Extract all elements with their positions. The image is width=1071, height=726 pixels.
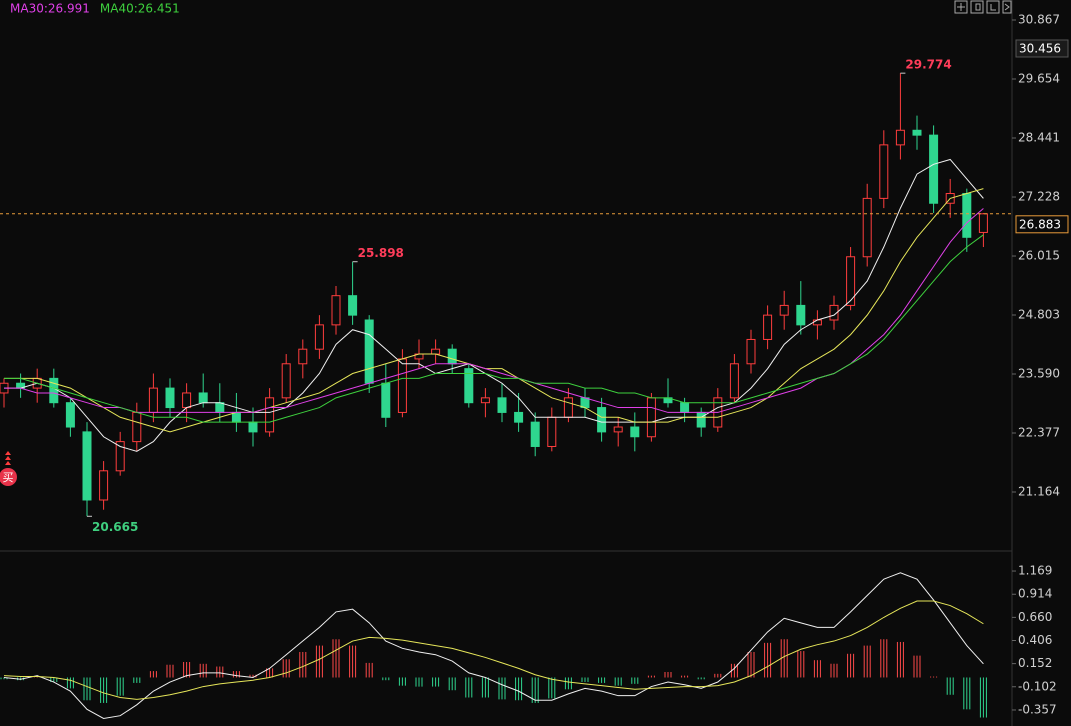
- y-tick-label: 0.660: [1018, 610, 1052, 624]
- candle-body: [630, 426, 640, 438]
- candle-body: [298, 348, 308, 365]
- candle-body: [99, 470, 109, 501]
- candle-body: [165, 387, 175, 409]
- candle-body: [796, 304, 806, 326]
- candle-body: [597, 407, 607, 433]
- candle-body: [231, 411, 241, 423]
- candle-body: [729, 363, 739, 399]
- candle-body: [132, 411, 142, 443]
- candle-body: [978, 213, 988, 233]
- candle-body: [563, 397, 573, 418]
- candle-body: [514, 411, 524, 423]
- candle-body: [746, 338, 756, 365]
- current-price-box: [1015, 215, 1069, 234]
- candle-body: [580, 397, 590, 409]
- tool-button[interactable]: [954, 0, 968, 14]
- candle-body: [397, 358, 407, 413]
- toolbar: [954, 0, 1012, 14]
- candle-body: [613, 426, 623, 433]
- candle-body: [281, 363, 291, 399]
- y-tick-label: 21.164: [1018, 485, 1060, 499]
- candle-body: [381, 382, 391, 418]
- y-tick-label: -0.357: [1018, 702, 1057, 716]
- y-tick-label: 26.015: [1018, 249, 1060, 263]
- candle-body: [331, 295, 341, 326]
- candle-body: [530, 421, 540, 447]
- candle-body: [812, 319, 822, 326]
- candle-body: [65, 402, 75, 428]
- candle-body: [431, 348, 441, 355]
- candle-body: [480, 397, 490, 404]
- buy-marker[interactable]: [0, 468, 17, 486]
- tool-icon: [957, 3, 1010, 11]
- candle-body: [497, 397, 507, 413]
- candle-body: [646, 397, 656, 438]
- candle-body: [779, 304, 789, 316]
- y-tick-label: 0.406: [1018, 633, 1052, 647]
- low-label: 20.665: [92, 520, 138, 534]
- line-series: [3, 600, 984, 700]
- y-tick-label: 23.590: [1018, 366, 1060, 380]
- candle-body: [547, 416, 557, 447]
- legend-entry: MA30:26.991: [10, 2, 90, 16]
- line-series: [3, 572, 984, 719]
- y-tick-label: 0.152: [1018, 656, 1052, 670]
- candle-body: [763, 314, 773, 340]
- y-tick-label: 1.169: [1018, 564, 1052, 578]
- candle-body: [464, 368, 474, 404]
- tool-button[interactable]: [1002, 0, 1012, 14]
- candle-body: [248, 421, 258, 433]
- y-tick-label: 29.654: [1018, 72, 1060, 86]
- candle-body: [447, 348, 457, 365]
- y-tick-label: 30.867: [1018, 12, 1060, 26]
- candle-body: [348, 295, 358, 316]
- candle-body: [314, 324, 324, 350]
- y-tick-label: 0.914: [1018, 587, 1052, 601]
- candle-body: [215, 402, 225, 413]
- candle-body: [879, 144, 889, 199]
- candle-body: [182, 392, 192, 409]
- y-tick-label: 28.441: [1018, 131, 1060, 145]
- current-price-label: 26.883: [1019, 217, 1061, 231]
- y-tick-label: 22.377: [1018, 426, 1060, 440]
- candle-body: [696, 411, 706, 428]
- y-tick-label: 24.803: [1018, 307, 1060, 321]
- cursor-price-label: 30.456: [1019, 41, 1061, 55]
- buy-marker-label: 买: [3, 471, 14, 484]
- y-tick-label: -0.102: [1018, 679, 1057, 693]
- candle-body: [680, 402, 690, 413]
- candle-body: [829, 304, 839, 321]
- candle-body: [962, 193, 972, 238]
- candle-body: [364, 319, 374, 384]
- high-label: 25.898: [358, 246, 404, 260]
- line-series: [4, 158, 984, 452]
- y-tick-label: 27.228: [1018, 190, 1060, 204]
- candle-body: [82, 431, 92, 501]
- candle-body: [198, 392, 208, 404]
- buy-marker-arrows: [5, 451, 11, 465]
- line-series: [4, 234, 984, 423]
- legend-entry: MA40:26.451: [100, 2, 180, 16]
- tool-button[interactable]: [970, 0, 984, 14]
- tool-button[interactable]: [986, 0, 1000, 14]
- cursor-price-box: [1015, 39, 1069, 58]
- candle-body: [846, 256, 856, 306]
- candle-body: [929, 134, 939, 204]
- candle-body: [148, 387, 158, 413]
- candle-body: [862, 197, 872, 258]
- high-label: 29.774: [905, 58, 951, 72]
- candle-body: [895, 129, 905, 146]
- line-series: [4, 188, 984, 433]
- candle-body: [265, 397, 275, 433]
- candle-body: [115, 441, 125, 472]
- candle-body: [912, 129, 922, 136]
- arrow: [5, 451, 11, 465]
